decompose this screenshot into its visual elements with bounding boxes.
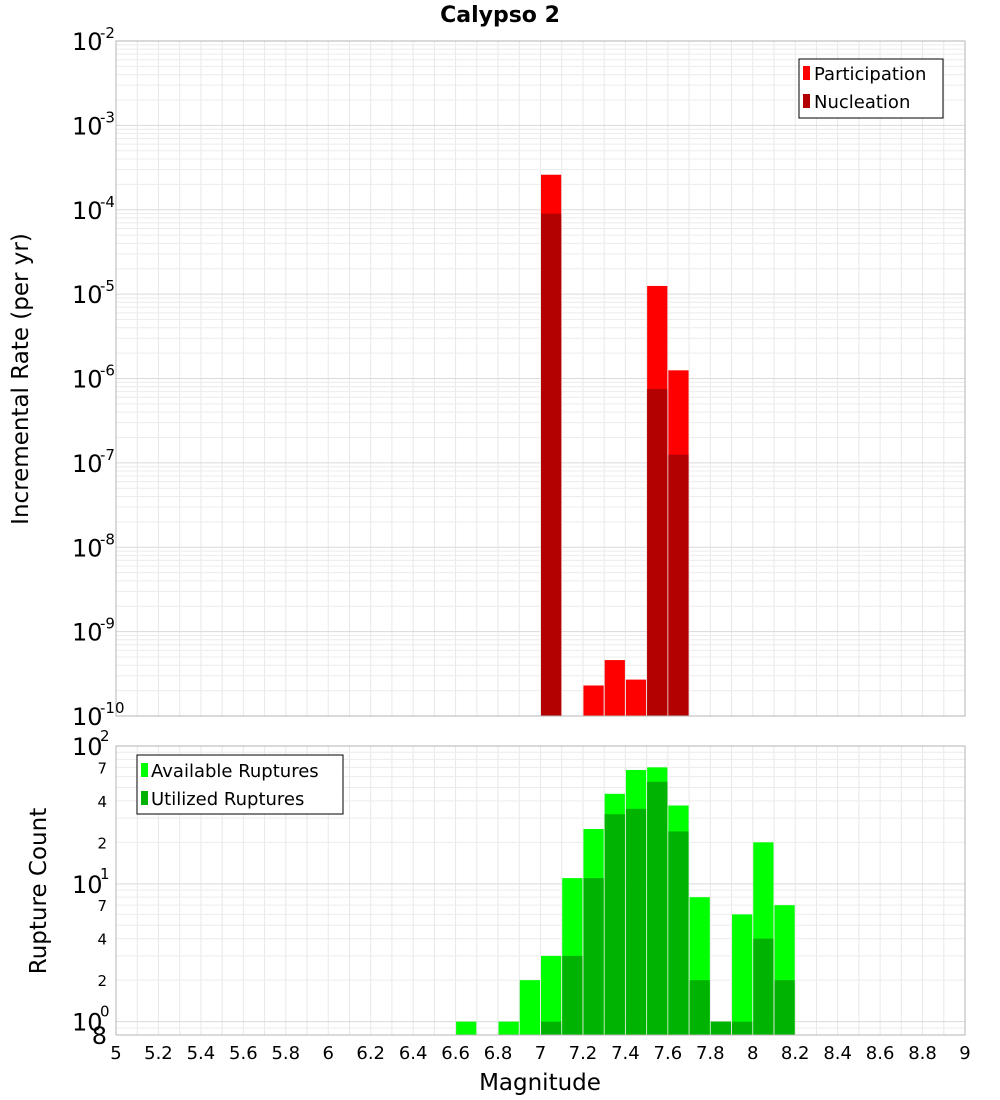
utilized-ruptures-bar (541, 1021, 562, 1035)
available-ruptures-bar (519, 980, 540, 1035)
x-tick-label: 6 (323, 1043, 334, 1064)
x-tick-label: 7.8 (696, 1043, 725, 1064)
y-minor-tick-label: 7 (97, 897, 107, 915)
top-y-axis-label: Incremental Rate (per yr) (8, 233, 34, 525)
top-plot-area: 10-1010-910-810-710-610-510-410-310-2Par… (72, 24, 966, 731)
legend-entry: Participation (814, 64, 926, 85)
legend-box (136, 754, 344, 815)
bottom-y-axis-label: Rupture Count (26, 808, 52, 974)
participation-bar (604, 660, 625, 716)
y-minor-tick-label: 2 (97, 972, 107, 990)
y-tick-exponent: 2 (100, 727, 110, 745)
nucleation-bar (668, 454, 689, 716)
legend-entry: Utilized Ruptures (151, 789, 304, 810)
y-tick-label: 10 (72, 112, 103, 140)
top-legend: Participation Nucleation (798, 58, 944, 119)
y-tick-exponent: -3 (100, 108, 115, 126)
x-tick-label: 8.6 (866, 1043, 895, 1064)
utilized-ruptures-bar (774, 980, 795, 1035)
y-tick-exponent: -4 (100, 193, 115, 211)
y-tick-label: 10 (72, 281, 103, 309)
y-tick-exponent: 0 (100, 1003, 110, 1021)
legend-box (798, 58, 944, 119)
y-tick-label: 10 (72, 703, 103, 731)
x-tick-label: 5.6 (229, 1043, 258, 1064)
utilized-ruptures-bar (625, 808, 647, 1035)
y-tick-exponent: 1 (100, 865, 110, 883)
y-tick-label: 10 (72, 871, 103, 899)
x-tick-label: 6.4 (399, 1043, 428, 1064)
x-tick-label: 6.6 (441, 1043, 470, 1064)
x-tick-label: 7 (535, 1043, 546, 1064)
y-tick-label: 10 (72, 28, 103, 56)
available-ruptures-bar (541, 955, 562, 1035)
legend-swatch (803, 66, 810, 80)
y-tick-exponent: -2 (100, 24, 115, 42)
x-tick-label: 8.4 (823, 1043, 852, 1064)
y-tick-label: 10 (72, 534, 103, 562)
y-minor-tick-label: 4 (97, 931, 107, 949)
x-tick-label: 7.2 (569, 1043, 598, 1064)
utilized-ruptures-bar (689, 980, 710, 1035)
plot-frame (115, 40, 966, 717)
x-tick-label: 8 (747, 1043, 758, 1064)
y-tick-exponent: -10 (100, 699, 125, 717)
y-tick-exponent: -8 (100, 530, 115, 548)
y-minor-tick-label: 2 (97, 834, 107, 852)
y-tick-exponent: -7 (100, 446, 115, 464)
participation-bar (625, 679, 647, 716)
legend-swatch (141, 791, 148, 805)
chart-title: Calypso 2 (440, 3, 560, 28)
x-tick-label: 5.4 (187, 1043, 216, 1064)
legend-swatch (141, 763, 148, 777)
y-tick-exponent: -6 (100, 362, 115, 380)
legend-swatch (803, 94, 810, 108)
legend-entry: Available Ruptures (151, 761, 319, 782)
legend-entry: Nucleation (814, 92, 910, 113)
available-ruptures-bar (456, 1021, 477, 1035)
x-tick-label: 5.8 (271, 1043, 300, 1064)
x-tick-label: 8.2 (781, 1043, 810, 1064)
utilized-ruptures-bar (732, 1021, 753, 1035)
y-tick-exponent: -9 (100, 615, 115, 633)
x-tick-label: 7.4 (611, 1043, 640, 1064)
plot-frame (115, 745, 966, 1036)
utilized-ruptures-bar (647, 781, 668, 1035)
y-tick-label: 10 (72, 450, 103, 478)
y-tick-label: 10 (72, 366, 103, 394)
x-tick-label: 7.6 (654, 1043, 683, 1064)
x-tick-label: 6.8 (484, 1043, 513, 1064)
x-tick-label: 6.2 (356, 1043, 385, 1064)
y-minor-tick-label: 7 (97, 759, 107, 777)
x-axis-label: Magnitude (479, 1070, 601, 1096)
nucleation-bar (647, 389, 668, 716)
y-tick-label: 10 (72, 197, 103, 225)
utilized-ruptures-bar (562, 955, 583, 1035)
y-tick-exponent: -5 (100, 277, 115, 295)
utilized-ruptures-bar (710, 1021, 732, 1035)
participation-bar (583, 685, 604, 716)
y-minor-tick-label: 4 (97, 793, 107, 811)
y-tick-label: 10 (72, 1009, 103, 1037)
y-minor-tick-label: 8 (92, 1022, 107, 1050)
utilized-ruptures-bar (668, 831, 689, 1035)
utilized-ruptures-bar (753, 938, 774, 1035)
nucleation-bar (541, 213, 562, 717)
utilized-ruptures-bar (583, 878, 604, 1035)
x-tick-label: 8.8 (908, 1043, 937, 1064)
utilized-ruptures-bar (604, 814, 625, 1035)
x-tick-label: 9 (959, 1043, 970, 1064)
y-tick-label: 10 (72, 619, 103, 647)
available-ruptures-bar (732, 914, 753, 1035)
available-ruptures-bar (498, 1021, 519, 1035)
x-tick-label: 5 (110, 1043, 121, 1064)
y-tick-label: 10 (72, 733, 103, 761)
x-tick-label: 5.2 (144, 1043, 173, 1064)
bottom-legend: Available Ruptures Utilized Ruptures (136, 754, 344, 815)
